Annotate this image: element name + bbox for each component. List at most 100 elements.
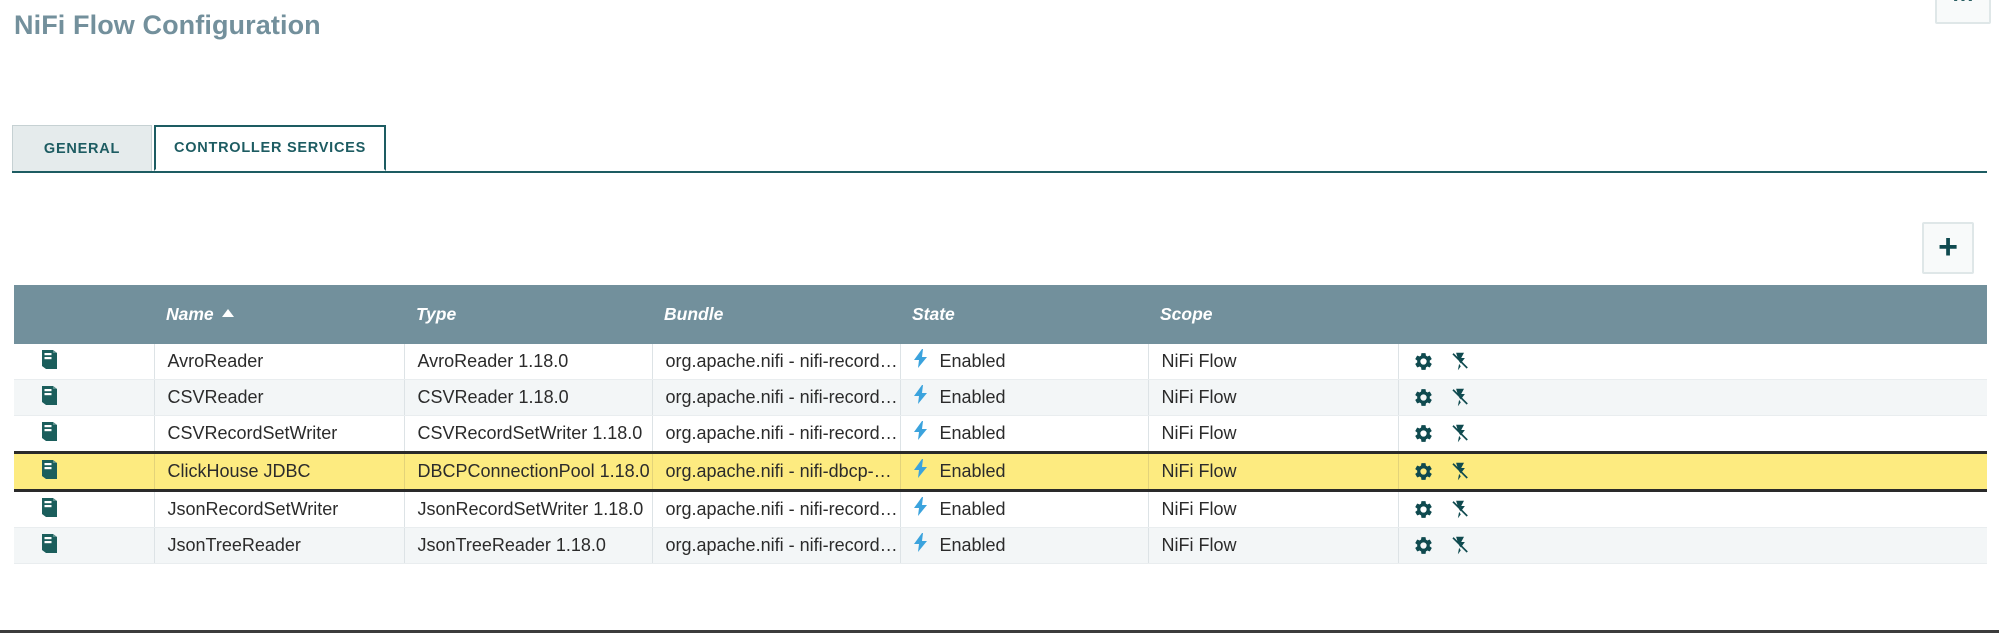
tab-controller-services[interactable]: CONTROLLER SERVICES xyxy=(154,125,386,171)
column-header-state[interactable]: State xyxy=(900,285,1148,344)
gear-icon-svg xyxy=(1414,537,1432,555)
table-row[interactable]: CSVRecordSetWriter CSVRecordSetWriter 1.1… xyxy=(14,415,1987,453)
add-controller-service-button[interactable]: + xyxy=(1922,222,1974,274)
cell-type: CSVReader 1.18.0 xyxy=(404,379,653,416)
column-header-scope[interactable]: Scope xyxy=(1148,285,1398,344)
cell-bundle: org.apache.nifi - nifi-record-… xyxy=(652,490,901,528)
cell-scope: NiFi Flow xyxy=(1148,344,1399,380)
flash-off-icon[interactable] xyxy=(1450,423,1471,444)
column-header-type[interactable]: Type xyxy=(404,285,652,344)
flash-off-icon-svg xyxy=(1451,501,1468,519)
state-label: Enabled xyxy=(939,423,1006,443)
controller-services-table-container: Name Type Bundle State Scope xyxy=(14,285,1987,564)
row-type-icon-cell xyxy=(14,451,155,492)
cell-type: DBCPConnectionPool 1.18.0 xyxy=(404,451,653,492)
cell-actions xyxy=(1398,379,1987,416)
window-menu-icon: ⋯ xyxy=(1952,0,1974,10)
flash-off-icon[interactable] xyxy=(1450,461,1471,482)
book-icon xyxy=(40,349,59,375)
flash-off-icon-svg xyxy=(1451,425,1468,443)
gear-icon[interactable] xyxy=(1413,461,1434,482)
table-body: AvroReader AvroReader 1.18.0 org.apache.ni… xyxy=(14,344,1987,564)
table-row[interactable]: JsonTreeReader JsonTreeReader 1.18.0 org.a… xyxy=(14,527,1987,564)
cell-actions xyxy=(1398,415,1987,453)
column-header-scope-label: Scope xyxy=(1160,304,1213,324)
column-header-actions xyxy=(1398,285,1987,344)
gear-icon-svg xyxy=(1414,353,1432,371)
gear-icon[interactable] xyxy=(1413,535,1434,556)
controller-services-table: Name Type Bundle State Scope xyxy=(14,285,1987,564)
cell-name[interactable]: CSVReader xyxy=(154,379,405,416)
bottom-divider xyxy=(0,630,1999,633)
state-label: Enabled xyxy=(939,351,1006,371)
gear-icon-svg xyxy=(1414,425,1432,443)
gear-icon-svg xyxy=(1414,463,1432,481)
book-icon xyxy=(40,459,59,485)
flash-off-icon[interactable] xyxy=(1450,535,1471,556)
cell-type: AvroReader 1.18.0 xyxy=(404,344,653,380)
cell-bundle: org.apache.nifi - nifi-record-… xyxy=(652,527,901,564)
column-header-type-label: Type xyxy=(416,304,457,324)
cell-name[interactable]: ClickHouse JDBC xyxy=(154,451,405,492)
tab-underline xyxy=(12,171,1987,173)
cell-name[interactable]: JsonTreeReader xyxy=(154,527,405,564)
window-menu-button[interactable]: ⋯ xyxy=(1935,0,1991,24)
flash-off-icon-svg xyxy=(1451,389,1468,407)
page-title: NiFi Flow Configuration xyxy=(14,10,321,40)
table-row[interactable]: ClickHouse JDBC DBCPConnectionPool 1.18.0… xyxy=(14,451,1987,492)
sort-ascending-icon xyxy=(221,309,234,318)
bolt-icon xyxy=(913,497,928,522)
cell-scope: NiFi Flow xyxy=(1148,415,1399,453)
cell-state: Enabled xyxy=(900,527,1149,564)
book-icon-svg xyxy=(42,349,57,369)
cell-scope: NiFi Flow xyxy=(1148,451,1399,492)
cell-actions xyxy=(1398,527,1987,564)
gear-icon[interactable] xyxy=(1413,351,1434,372)
cell-actions xyxy=(1398,451,1987,492)
flash-off-icon[interactable] xyxy=(1450,499,1471,520)
tab-general[interactable]: GENERAL xyxy=(12,125,152,171)
book-icon xyxy=(40,421,59,447)
row-type-icon-cell xyxy=(14,379,155,416)
column-header-state-label: State xyxy=(912,304,955,324)
book-icon xyxy=(40,385,59,411)
row-type-icon-cell xyxy=(14,490,155,528)
tab-general-label: GENERAL xyxy=(43,140,121,157)
column-header-icon xyxy=(14,285,154,344)
book-icon-svg xyxy=(42,533,57,553)
cell-scope: NiFi Flow xyxy=(1148,527,1399,564)
column-header-bundle-label: Bundle xyxy=(664,304,724,324)
table-row[interactable]: JsonRecordSetWriter JsonRecordSetWriter 1… xyxy=(14,490,1987,528)
table-row[interactable]: AvroReader AvroReader 1.18.0 org.apache.ni… xyxy=(14,344,1987,380)
cell-state: Enabled xyxy=(900,415,1149,453)
bolt-icon xyxy=(913,385,928,410)
book-icon-svg xyxy=(42,385,57,405)
row-type-icon-cell xyxy=(14,415,155,453)
gear-icon[interactable] xyxy=(1413,499,1434,520)
column-header-bundle[interactable]: Bundle xyxy=(652,285,900,344)
plus-icon: + xyxy=(1938,228,1958,267)
state-label: Enabled xyxy=(939,499,1006,519)
table-row[interactable]: CSVReader CSVReader 1.18.0 org.apache.nifi… xyxy=(14,379,1987,416)
cell-state: Enabled xyxy=(900,379,1149,416)
row-type-icon-cell xyxy=(14,344,155,380)
cell-type: CSVRecordSetWriter 1.18.0 xyxy=(404,415,653,453)
book-icon-svg xyxy=(42,421,57,441)
tab-bar: GENERAL CONTROLLER SERVICES xyxy=(12,125,1987,173)
gear-icon[interactable] xyxy=(1413,387,1434,408)
cell-bundle: org.apache.nifi - nifi-dbcp-s… xyxy=(652,451,901,492)
row-type-icon-cell xyxy=(14,527,155,564)
cell-name[interactable]: CSVRecordSetWriter xyxy=(154,415,405,453)
gear-icon[interactable] xyxy=(1413,423,1434,444)
cell-name[interactable]: AvroReader xyxy=(154,344,405,380)
bolt-icon xyxy=(913,459,928,484)
column-header-name[interactable]: Name xyxy=(154,285,404,344)
cell-type: JsonRecordSetWriter 1.18.0 xyxy=(404,490,653,528)
cell-name[interactable]: JsonRecordSetWriter xyxy=(154,490,405,528)
flash-off-icon[interactable] xyxy=(1450,387,1471,408)
bolt-icon xyxy=(913,533,928,558)
state-label: Enabled xyxy=(939,461,1006,481)
flash-off-icon[interactable] xyxy=(1450,351,1471,372)
state-label: Enabled xyxy=(939,387,1006,407)
book-icon-svg xyxy=(42,497,57,517)
